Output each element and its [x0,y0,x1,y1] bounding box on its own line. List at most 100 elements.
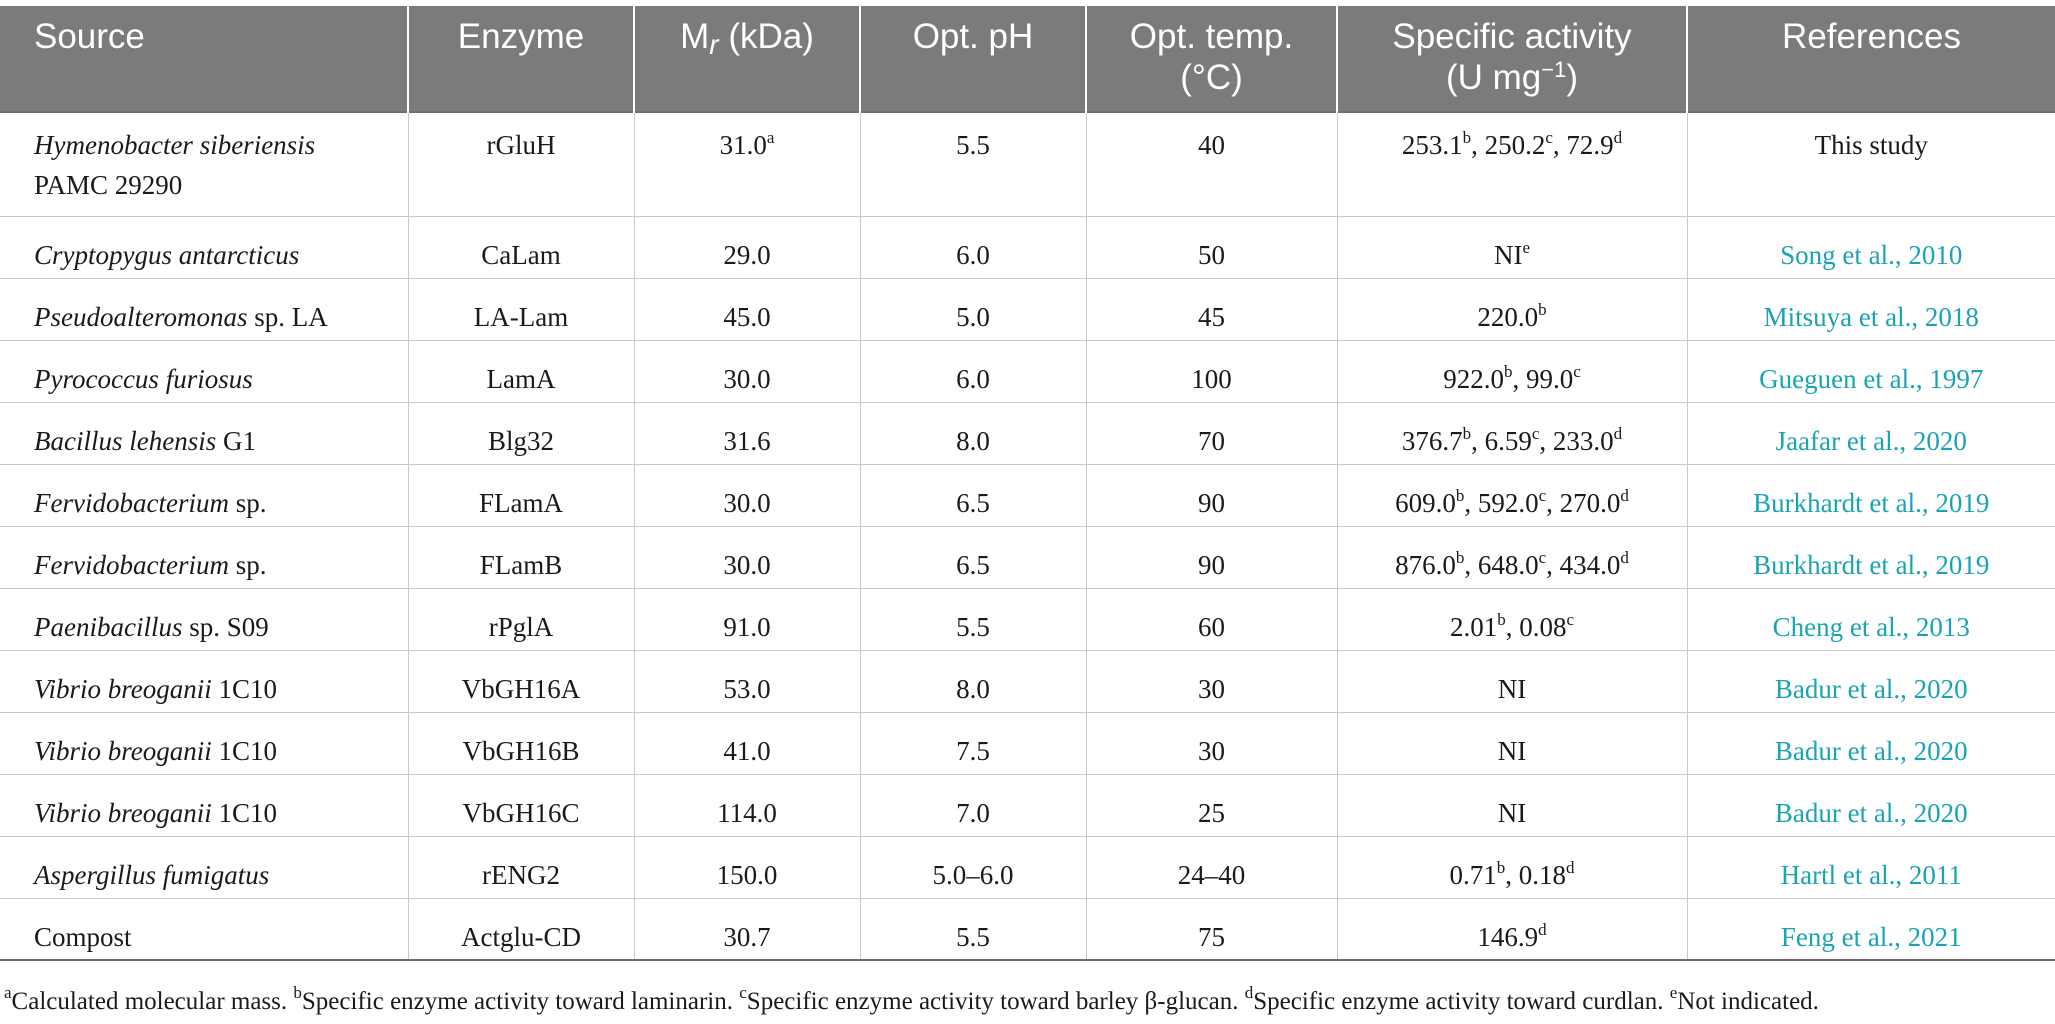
activity-value: 99.0 [1525,363,1574,394]
species-strain: Compost [34,921,132,952]
activity-separator: , [1505,611,1520,642]
activity-value: 146.9 [1477,921,1539,952]
species-name: Pyrococcus furiosus [34,363,253,394]
reference-link[interactable]: Cheng et al., 2013 [1686,587,2055,650]
cell-source: Pseudoalteromonas sp. LA [0,277,408,340]
table-row: Aspergillus fumigatus rENG2 150.0 5.0–6.0 24… [0,835,2055,898]
activity-value: NI [1493,239,1523,270]
activity-footnote-mark: b [1455,547,1465,567]
mass-value: 31.6 [723,425,771,456]
cell-source: Compost [0,897,408,961]
mass-value: 30.7 [723,921,771,952]
table-row: Vibrio breoganii 1C10 VbGH16C 114.0 7.0 25 NI… [0,773,2055,836]
species-name: Vibrio breoganii [34,797,212,828]
species-strain: G1 [216,425,256,456]
cell-specific-activity: 0.71b, 0.18d [1336,835,1687,898]
reference-link[interactable]: Burkhardt et al., 2019 [1686,525,2055,588]
cell-opt-temp: 30 [1085,711,1337,774]
table-body: Hymenobacter siberiensis PAMC 29290 rGluH 3… [0,111,2055,961]
mass-value: 45.0 [723,301,771,332]
cell-source: Fervidobacterium sp. [0,463,408,526]
footnote-text: Calculated molecular mass. [11,988,294,1015]
cell-specific-activity: NI [1336,649,1687,712]
table-row: Fervidobacterium sp. FLamB 30.0 6.5 90 876.0b… [0,525,2055,588]
reference-link[interactable]: Badur et al., 2020 [1686,649,2055,712]
footnote-mark: a [4,983,12,1002]
cell-molecular-mass: 53.0 [633,649,860,712]
cell-opt-temp: 25 [1085,773,1337,836]
reference-link[interactable]: Burkhardt et al., 2019 [1686,463,2055,526]
table-row: Pyrococcus furiosus LamA 30.0 6.0 100 922.0b,… [0,339,2055,402]
header-mr-m: M [680,17,710,56]
header-act-line2a: (U mg [1445,58,1542,97]
table-row: Cryptopygus antarcticus CaLam 29.0 6.0 50 NIe… [0,215,2055,278]
table-row: Compost Actglu-CD 30.7 5.5 75 146.9d Feng et a… [0,897,2055,961]
reference-link[interactable]: Mitsuya et al., 2018 [1686,277,2055,340]
reference-link[interactable]: Gueguen et al., 1997 [1686,339,2055,402]
activity-separator: , [1471,425,1485,456]
activity-value: NI [1497,797,1527,828]
reference-link[interactable]: Badur et al., 2020 [1686,773,2055,836]
header-act-sup: −1 [1541,57,1567,82]
activity-separator: , [1552,130,1567,160]
reference-link[interactable]: Jaafar et al., 2020 [1686,401,2055,464]
mass-value: 29.0 [723,239,771,270]
reference-link[interactable]: Feng et al., 2021 [1686,897,2055,961]
activity-footnote-mark: d [1620,485,1629,505]
mass-value: 91.0 [723,611,771,642]
reference-link[interactable]: Song et al., 2010 [1686,215,2055,278]
cell-opt-temp: 90 [1085,525,1337,588]
footnote-mark: b [293,983,302,1002]
cell-molecular-mass: 29.0 [633,215,860,278]
activity-value: 376.7 [1401,425,1463,456]
species-name: Fervidobacterium [34,549,229,580]
activity-separator: , [1505,859,1519,890]
table-row: Paenibacillus sp. S09 rPglA 91.0 5.5 60 2.01b… [0,587,2055,650]
species-strain: 1C10 [211,673,278,704]
reference-link[interactable]: Hartl et al., 2011 [1686,835,2055,898]
activity-footnote-mark: d [1620,547,1629,567]
cell-enzyme: VbGH16A [407,649,634,712]
species-strain: sp. [228,487,267,518]
cell-source: Cryptopygus antarcticus [0,215,408,278]
cell-opt-ph: 5.5 [859,897,1086,961]
footnote-mark: e [1669,983,1678,1002]
activity-footnote-mark: c [1573,361,1581,381]
cell-molecular-mass: 31.6 [633,401,860,464]
footnote-mark: d [1244,983,1254,1002]
table-footnotes: aCalculated molecular mass. bSpecific en… [4,984,1819,1016]
cell-molecular-mass: 30.7 [633,897,860,961]
cell-molecular-mass: 150.0 [633,835,860,898]
species-name: Vibrio breoganii [34,673,212,704]
cell-opt-temp: 70 [1085,401,1337,464]
activity-footnote-mark: d [1566,857,1575,877]
cell-molecular-mass: 91.0 [633,587,860,650]
species-strain: sp. S09 [182,611,269,642]
activity-value: 0.71 [1449,859,1497,890]
cell-source: Vibrio breoganii 1C10 [0,649,408,712]
header-mr-unit: (kDa) [718,17,814,56]
activity-value: NI [1497,673,1527,704]
reference-link[interactable]: Badur et al., 2020 [1686,711,2055,774]
activity-footnote-mark: c [1531,423,1540,443]
cell-enzyme: LamA [407,339,634,402]
cell-enzyme: VbGH16C [407,773,634,836]
cell-enzyme: FLamA [407,463,634,526]
mass-value: 30.0 [723,363,771,394]
mass-value: 53.0 [723,673,771,704]
cell-opt-ph: 5.5 [859,587,1086,650]
header-enzyme: Enzyme [407,6,634,112]
cell-opt-ph: 6.5 [859,463,1086,526]
activity-value: 250.2 [1484,130,1546,160]
header-mr-r: r [709,29,719,60]
species-name: Hymenobacter siberiensis [34,130,316,160]
activity-separator: , [1512,363,1526,394]
cell-opt-temp: 90 [1085,463,1337,526]
activity-value: 609.0 [1395,487,1456,518]
cell-specific-activity: 146.9d [1336,897,1687,961]
header-specific-activity: Specific activity (U mg−1) [1336,6,1687,112]
reference-text: This study [1686,111,2055,216]
table-row: Pseudoalteromonas sp. LA LA-Lam 45.0 5.0 45 2… [0,277,2055,340]
table-row: Vibrio breoganii 1C10 VbGH16A 53.0 8.0 30 NI B… [0,649,2055,712]
header-temp-line2: (°C) [1180,58,1243,97]
